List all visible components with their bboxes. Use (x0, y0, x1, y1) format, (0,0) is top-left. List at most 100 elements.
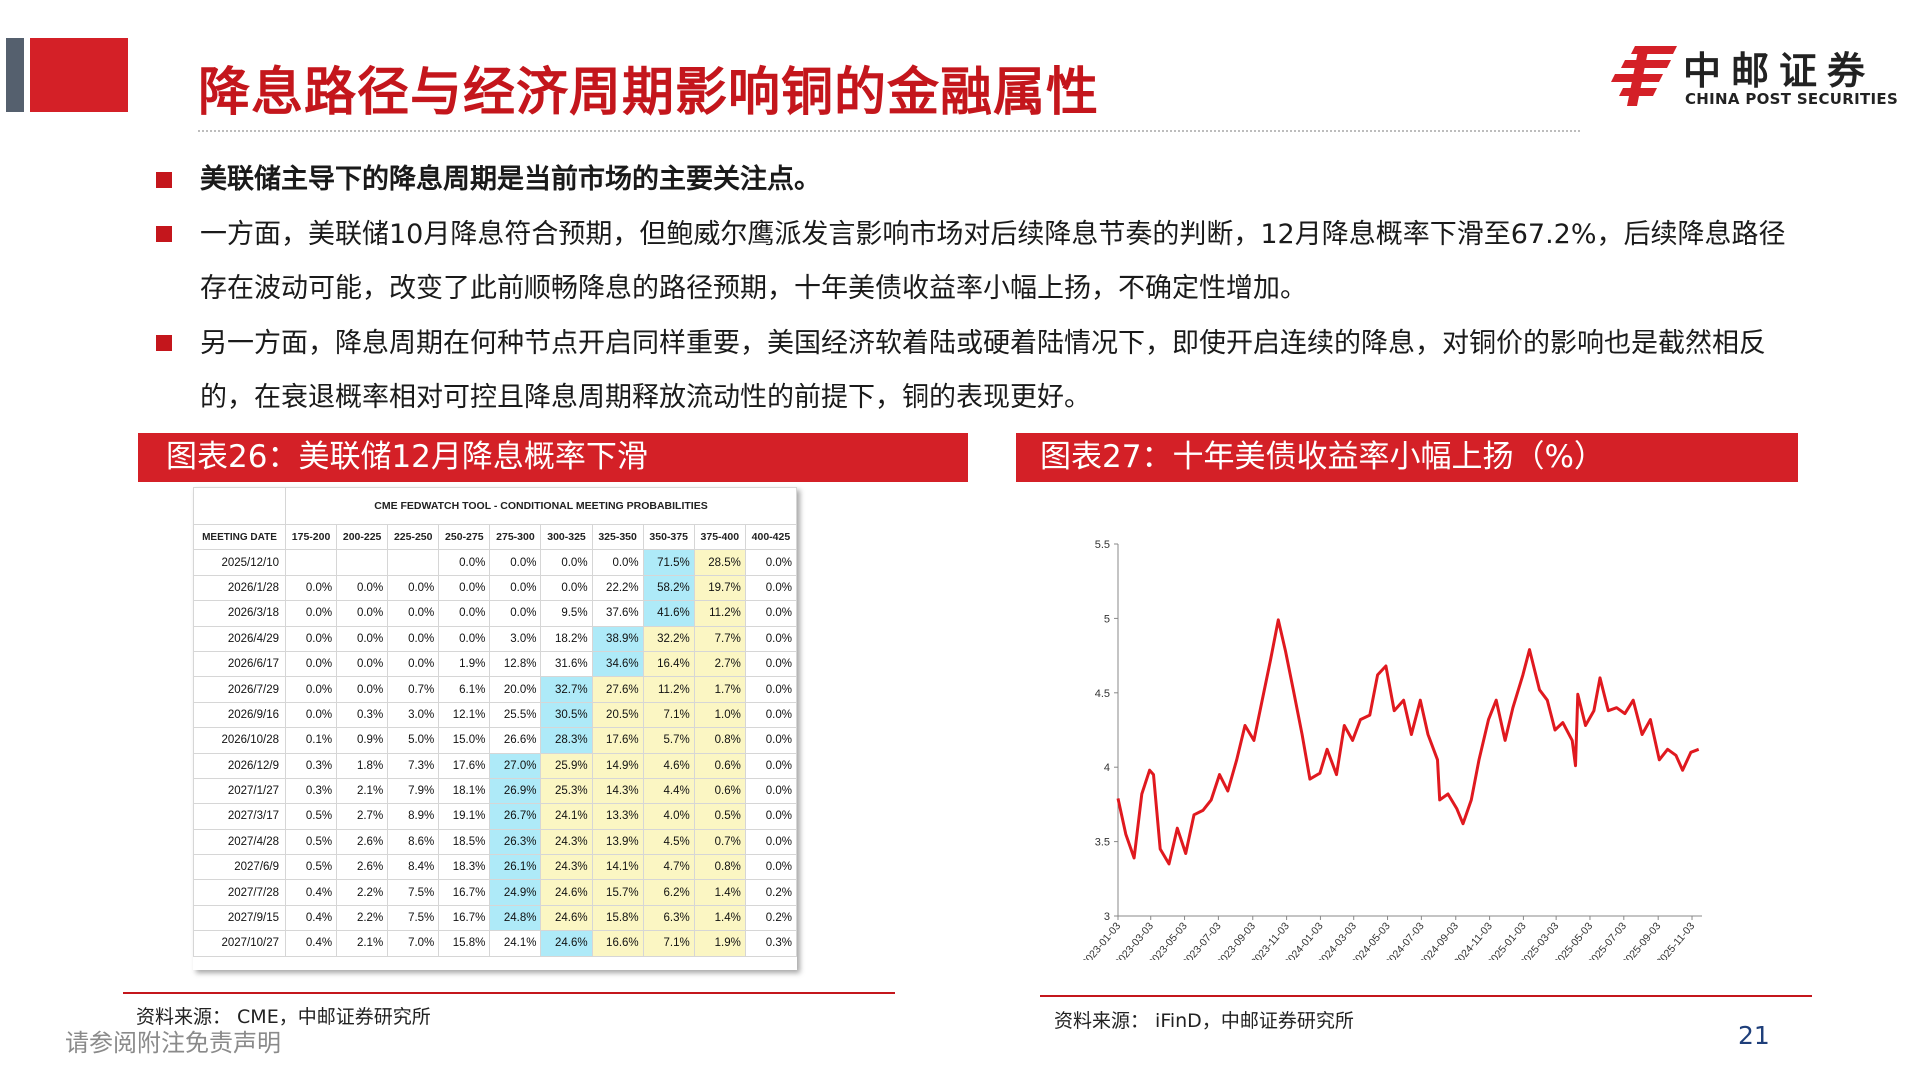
column-header-range: 300-325 (540, 523, 593, 551)
probability-cell: 0.0% (336, 625, 389, 652)
probability-cell: 0.4% (284, 904, 338, 932)
probability-cell: 0.0% (591, 549, 644, 576)
title-divider (198, 130, 1580, 132)
probability-cell: 16.7% (438, 904, 491, 932)
y-tick-label: 5 (1104, 613, 1110, 625)
probability-cell: 1.8% (336, 752, 389, 779)
probability-cell: 37.6% (591, 600, 644, 627)
probability-cell: 0.0% (489, 600, 542, 627)
probability-cell: 2.6% (336, 854, 389, 881)
probability-cell: 16.4% (642, 650, 695, 678)
probability-cell: 0.0% (387, 574, 440, 602)
probability-cell: 8.9% (387, 803, 440, 830)
probability-cell (387, 549, 440, 576)
probability-cell: 1.0% (693, 701, 746, 729)
probability-cell: 2.2% (336, 879, 389, 906)
probability-cell: 0.0% (336, 574, 389, 602)
page-number: 21 (1738, 1021, 1770, 1050)
probability-cell: 26.1% (489, 854, 542, 881)
probability-cell: 12.1% (438, 701, 491, 729)
probability-cell: 0.0% (438, 600, 491, 627)
probability-cell: 7.5% (387, 904, 440, 932)
meeting-date-cell: 2026/4/29 (193, 625, 286, 652)
probability-cell: 19.1% (438, 803, 491, 830)
figure27-source-divider (1040, 995, 1812, 997)
probability-cell: 0.0% (744, 752, 798, 779)
probability-cell: 4.4% (642, 777, 695, 805)
probability-cell: 0.3% (336, 701, 389, 729)
probability-cell: 20.5% (591, 701, 644, 729)
probability-cell: 0.0% (387, 600, 440, 627)
probability-cell: 15.8% (591, 904, 644, 932)
probability-cell: 15.7% (591, 879, 644, 906)
probability-cell: 5.7% (642, 727, 695, 754)
probability-cell: 7.1% (642, 701, 695, 729)
probability-cell: 41.6% (642, 600, 695, 627)
probability-cell: 0.0% (744, 549, 798, 576)
probability-cell: 1.4% (693, 879, 746, 906)
bullet-marker (156, 226, 172, 242)
yield-series-line (1116, 618, 1700, 866)
figure27-header: 图表27：十年美债收益率小幅上扬（%） (1016, 433, 1798, 482)
probability-cell: 0.0% (284, 676, 338, 703)
probability-cell: 27.6% (591, 676, 644, 703)
figure27-source: 资料来源： iFinD，中邮证券研究所 (1054, 1010, 1354, 1032)
bullet-text-2: 一方面，美联储10月降息符合预期，但鲍威尔鹰派发言影响市场对后续降息节奏的判断，… (200, 219, 1786, 304)
column-header-range: 175-200 (284, 523, 338, 551)
meeting-date-cell: 2027/1/27 (193, 777, 286, 805)
probability-cell: 0.0% (744, 854, 798, 881)
probability-cell: 71.5% (642, 549, 695, 576)
table-corner (193, 487, 286, 525)
probability-cell: 6.3% (642, 904, 695, 932)
table-row: 2025/12/10 0.0% 0.0% 0.0% 0.0% 71.5% 28.5% 0.0% (193, 549, 798, 576)
probability-cell: 3.0% (489, 625, 542, 652)
probability-cell: 26.7% (489, 803, 542, 830)
meeting-date-cell: 2027/9/15 (193, 904, 286, 932)
probability-cell: 13.9% (591, 828, 644, 856)
probability-cell: 2.7% (693, 650, 746, 678)
meeting-date-cell: 2027/7/28 (193, 879, 286, 906)
probability-cell: 0.0% (489, 574, 542, 602)
probability-cell: 28.5% (693, 549, 746, 576)
column-header-date: MEETING DATE (193, 523, 286, 551)
probability-cell: 18.3% (438, 854, 491, 881)
probability-cell: 0.4% (284, 930, 338, 957)
meeting-date-cell: 2026/12/9 (193, 752, 286, 779)
meeting-date-cell: 2026/1/28 (193, 574, 286, 602)
probability-cell: 15.8% (438, 930, 491, 957)
probability-cell: 7.9% (387, 777, 440, 805)
table-row: 2026/1/28 0.0% 0.0% 0.0% 0.0% 0.0% 0.0% 22.2% 58… (193, 574, 798, 602)
probability-cell: 0.0% (744, 574, 798, 602)
probability-cell: 25.3% (540, 777, 593, 805)
probability-cell: 0.0% (744, 676, 798, 703)
probability-cell: 1.9% (438, 650, 491, 678)
probability-cell: 2.1% (336, 930, 389, 957)
table-row: 2027/7/28 0.4% 2.2% 7.5% 16.7% 24.9% 24.6% 15.7… (193, 879, 798, 906)
chart-y-ticks: 3 3.5 4 4.5 5 5.5 (1095, 539, 1118, 923)
probability-cell: 4.7% (642, 854, 695, 881)
probability-cell: 14.1% (591, 854, 644, 881)
probability-cell: 0.3% (284, 777, 338, 805)
table-row: 2026/12/9 0.3% 1.8% 7.3% 17.6% 27.0% 25.9% 14.9… (193, 752, 798, 779)
header-accent-gray (6, 38, 24, 112)
probability-cell: 0.6% (693, 752, 746, 779)
probability-cell: 16.7% (438, 879, 491, 906)
probability-cell (336, 549, 389, 576)
probability-cell: 24.6% (540, 930, 593, 957)
fedwatch-table: CME FEDWATCH TOOL - CONDITIONAL MEETING … (193, 487, 798, 957)
probability-cell: 8.4% (387, 854, 440, 881)
probability-cell: 0.3% (284, 752, 338, 779)
probability-cell: 18.5% (438, 828, 491, 856)
probability-cell: 0.7% (387, 676, 440, 703)
probability-cell: 7.3% (387, 752, 440, 779)
probability-cell: 0.4% (284, 879, 338, 906)
meeting-date-cell: 2026/6/17 (193, 650, 286, 678)
meeting-date-cell: 2026/10/28 (193, 727, 286, 754)
meeting-date-cell: 2027/10/27 (193, 930, 286, 957)
table-row: 2027/6/9 0.5% 2.6% 8.4% 18.3% 26.1% 24.3% 14.1%… (193, 854, 798, 881)
bullet-marker (156, 172, 172, 188)
probability-cell: 2.2% (336, 904, 389, 932)
probability-cell: 1.9% (693, 930, 746, 957)
probability-cell: 0.5% (284, 803, 338, 830)
probability-cell: 11.2% (642, 676, 695, 703)
